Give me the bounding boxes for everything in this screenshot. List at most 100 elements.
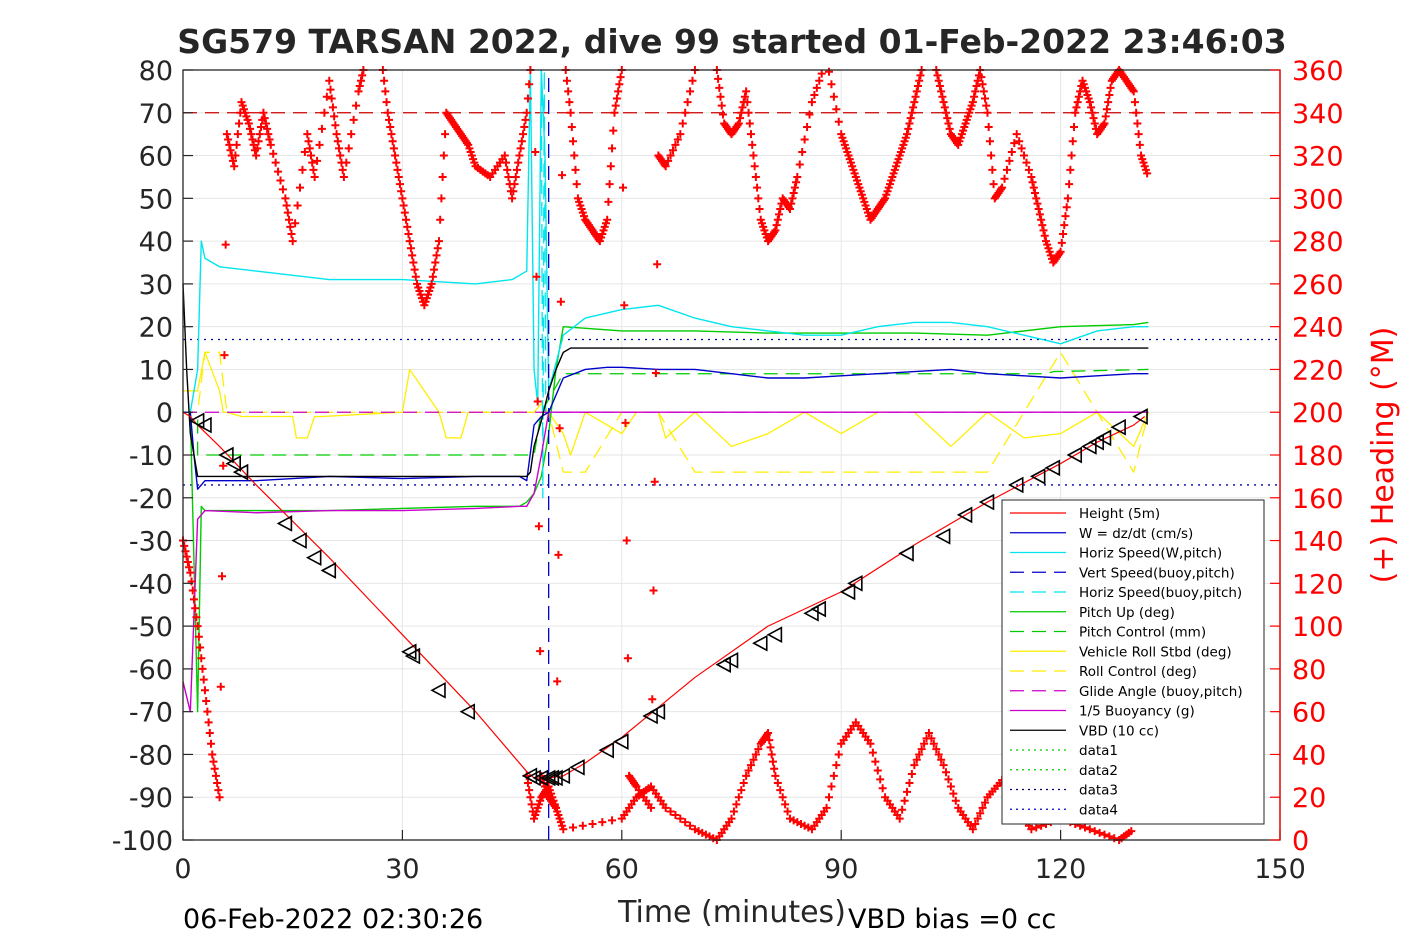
heading-marker [1066, 165, 1075, 174]
heading-marker [303, 130, 312, 139]
heading-marker [815, 76, 824, 85]
heading-marker [951, 796, 960, 805]
heading-marker [743, 98, 752, 107]
heading-marker [388, 137, 397, 146]
series-vbd [182, 283, 1149, 478]
heading-marker [773, 778, 782, 787]
heading-marker [985, 137, 994, 146]
heading-marker [876, 775, 885, 784]
heading-marker [246, 124, 255, 133]
heading-marker [772, 221, 781, 230]
left-tick-label: -100 [112, 826, 173, 857]
right-tick-label: 20 [1292, 783, 1326, 814]
heading-marker [399, 201, 408, 210]
depth-marker [847, 574, 863, 592]
heading-marker [751, 172, 760, 181]
heading-marker [291, 219, 300, 228]
x-tick-label: 120 [1035, 854, 1087, 885]
heading-marker [903, 787, 912, 796]
depth-marker [276, 515, 293, 532]
series-pitch-control [183, 368, 1149, 456]
heading-marker [686, 87, 695, 96]
heading-marker [598, 818, 607, 827]
heading-marker [1056, 247, 1065, 256]
heading-marker [381, 87, 390, 96]
series-horiz-speed [183, 69, 1149, 413]
heading-marker [1074, 92, 1083, 101]
heading-marker [244, 119, 253, 128]
heading-marker [428, 272, 437, 281]
heading-marker [1007, 147, 1016, 156]
right-tick-label: 100 [1292, 612, 1344, 643]
heading-marker [989, 180, 998, 189]
heading-marker [211, 771, 220, 780]
heading-marker [978, 80, 987, 89]
heading-marker [606, 162, 615, 171]
heading-marker [502, 158, 511, 167]
heading-marker [254, 137, 263, 146]
depth-marker [1095, 429, 1112, 447]
legend: Height (5m) W = dz/dt (cm/s) Horiz Speed(W… [1001, 499, 1265, 825]
heading-marker [358, 71, 367, 80]
heading-marker [619, 183, 628, 192]
x-tick-label: 150 [1254, 854, 1306, 885]
legend-entry: data4 [1079, 802, 1118, 818]
depth-marker [539, 769, 556, 787]
left-tick-label: 0 [156, 398, 173, 429]
heading-marker [305, 144, 314, 153]
heading-marker [1059, 229, 1068, 238]
heading-marker [588, 819, 597, 828]
heading-marker [755, 205, 764, 214]
heading-marker [230, 162, 239, 171]
heading-marker [304, 137, 313, 146]
heading-marker [308, 158, 317, 167]
heading-marker [438, 172, 447, 181]
heading-marker [913, 82, 922, 91]
right-tick-label: 260 [1292, 270, 1344, 301]
heading-marker [742, 771, 751, 780]
heading-marker [770, 764, 779, 773]
legend-entry: Horiz Speed(W,pitch) [1079, 546, 1222, 562]
heading-marker [648, 695, 657, 704]
left-tick-label: -20 [129, 484, 173, 515]
heading-marker [519, 130, 528, 139]
right-tick-label: 60 [1292, 698, 1326, 729]
heading-marker [1035, 210, 1044, 219]
heading-marker [1002, 165, 1011, 174]
heading-marker [1090, 827, 1099, 836]
heading-marker [651, 369, 660, 378]
heading-marker [572, 180, 581, 189]
heading-marker [727, 814, 736, 823]
heading-marker [278, 185, 287, 194]
heading-marker [410, 265, 419, 274]
heading-marker [676, 130, 685, 139]
depth-marker [1008, 476, 1024, 494]
heading-marker [976, 809, 985, 818]
heading-marker [832, 761, 841, 770]
left-tick-label: -30 [129, 527, 173, 558]
heading-marker [615, 80, 624, 89]
heading-marker [296, 183, 305, 192]
heading-marker [437, 194, 446, 203]
heading-marker [749, 755, 758, 764]
heading-marker [326, 85, 335, 94]
heading-marker [793, 172, 802, 181]
heading-marker [391, 151, 400, 160]
heading-marker [266, 140, 275, 149]
heading-marker [298, 165, 307, 174]
heading-marker [383, 108, 392, 117]
heading-marker [521, 115, 530, 124]
heading-marker [306, 151, 315, 160]
right-tick-label: 240 [1292, 313, 1344, 344]
legend-entry: data3 [1079, 783, 1118, 799]
heading-marker [531, 147, 540, 156]
heading-marker [714, 74, 723, 83]
heading-marker [834, 117, 843, 126]
heading-marker [198, 664, 207, 673]
heading-marker [1005, 156, 1014, 165]
heading-marker [522, 108, 531, 117]
heading-marker [325, 76, 334, 85]
heading-marker [1032, 194, 1041, 203]
heading-marker [789, 188, 798, 197]
heading-marker [210, 764, 219, 773]
